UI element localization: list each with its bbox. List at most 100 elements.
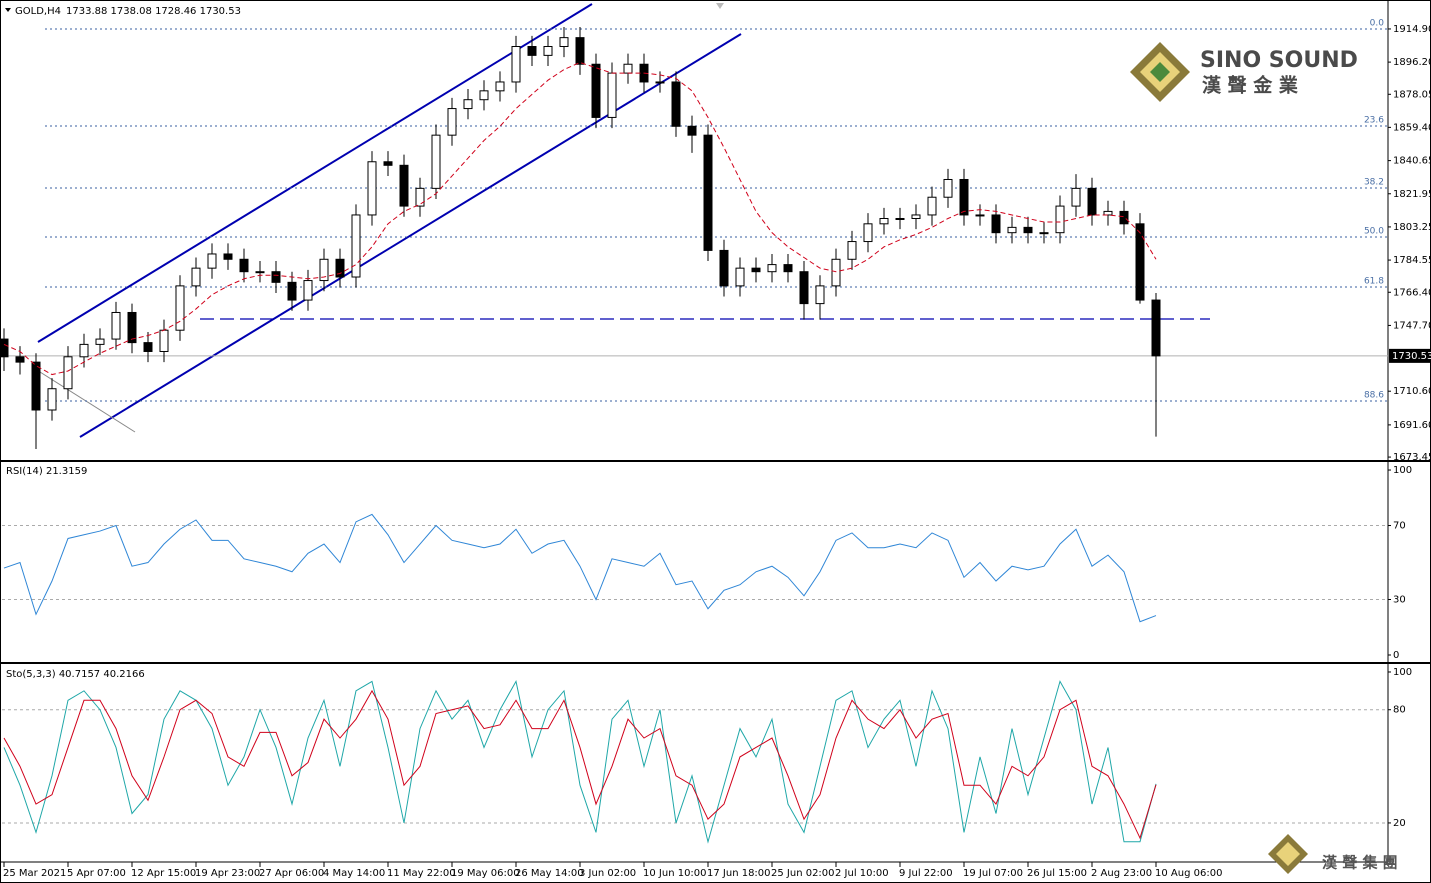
logo: SINO SOUND 漢 聲 金 業 xyxy=(1130,42,1358,102)
y-tick-label: 100 xyxy=(1393,667,1412,678)
candle-body xyxy=(79,343,89,358)
candle-body xyxy=(239,258,249,273)
candle-body xyxy=(847,241,857,260)
watermark: 漢 聲 集 團 xyxy=(1268,834,1398,874)
y-tick-label: 1878.05 xyxy=(1393,89,1431,100)
x-tick-label: 2 Jul 10:00 xyxy=(835,868,889,879)
x-tick-label: 25 Jun 02:00 xyxy=(771,868,835,879)
x-tick-label: 9 Jul 22:00 xyxy=(899,868,953,879)
candle-body xyxy=(575,37,585,65)
candle-body xyxy=(335,258,345,278)
candle-body xyxy=(303,280,313,301)
candle-body xyxy=(607,72,617,118)
fib-label: 50.0 xyxy=(1364,226,1384,236)
fib-label: 0.0 xyxy=(1370,18,1385,28)
shift-marker xyxy=(716,3,724,9)
x-tick-label: 17 Jun 18:00 xyxy=(707,868,771,879)
candle-body xyxy=(447,108,457,136)
candle-body xyxy=(863,223,873,243)
y-tick-label: 1784.55 xyxy=(1393,255,1431,266)
candle-body xyxy=(623,63,633,74)
y-tick-label: 80 xyxy=(1393,705,1406,716)
logo-diamond xyxy=(1150,62,1170,82)
candle-body xyxy=(175,285,185,331)
sto-title: Sto(5,3,3) 40.7157 40.2166 xyxy=(6,669,145,680)
series-line xyxy=(3,689,1157,840)
candle-body xyxy=(479,90,489,101)
candle-body xyxy=(223,253,233,260)
x-tick-label: 11 May 22:00 xyxy=(387,868,456,879)
x-tick-label: 10 Jun 10:00 xyxy=(643,868,707,879)
candle-body xyxy=(207,253,217,269)
y-tick-label: 100 xyxy=(1393,465,1412,476)
candle-body xyxy=(751,267,761,273)
candle-body xyxy=(319,258,329,282)
y-tick-label: 1691.60 xyxy=(1393,420,1431,431)
candle-body xyxy=(687,125,697,136)
candle-body xyxy=(463,99,473,110)
x-tick-label: 2 Aug 23:00 xyxy=(1091,868,1152,879)
x-tick-label: 4 May 14:00 xyxy=(323,868,385,879)
candle-body xyxy=(351,214,361,278)
fib-label: 23.6 xyxy=(1364,115,1384,125)
x-tick-label: 5 Apr 07:00 xyxy=(67,868,126,879)
candle-body xyxy=(1023,226,1033,234)
y-tick-label: 1803.25 xyxy=(1393,222,1431,233)
candle-body xyxy=(703,134,713,251)
y-tick-label: 1821.95 xyxy=(1393,189,1431,200)
candle-body xyxy=(431,134,441,189)
y-tick-label: 1747.70 xyxy=(1393,320,1431,331)
y-tick-label: 1859.40 xyxy=(1393,122,1431,133)
candle-body xyxy=(0,338,9,358)
last-price-label: 1730.53 xyxy=(1392,351,1431,362)
candle-body xyxy=(1055,205,1065,234)
y-tick-label: 1710.60 xyxy=(1393,386,1431,397)
candle-body xyxy=(1039,232,1049,235)
x-tick-label: 26 Jul 15:00 xyxy=(1027,868,1087,879)
candle-body xyxy=(1135,223,1145,301)
candle-body xyxy=(399,164,409,207)
candle-body xyxy=(527,46,537,56)
series-line xyxy=(3,513,1157,623)
candle-body xyxy=(975,214,985,217)
candle-body xyxy=(719,249,729,287)
fib-label: 38.2 xyxy=(1364,178,1384,188)
candle-body xyxy=(1071,187,1081,207)
x-tick-label: 25 Mar 2021 xyxy=(3,868,66,879)
candle-body xyxy=(879,217,889,225)
x-tick-label: 19 May 06:00 xyxy=(451,868,520,879)
candle-body xyxy=(559,37,569,48)
candle-body xyxy=(591,63,601,118)
candle-body xyxy=(159,329,169,352)
x-tick-label: 12 Apr 15:00 xyxy=(131,868,196,879)
candle-body xyxy=(799,271,809,305)
channel-line xyxy=(79,33,742,438)
x-tick-label: 10 Aug 06:00 xyxy=(1155,868,1222,879)
candle-body xyxy=(1103,210,1113,216)
ohlc-readout: 1733.88 1738.08 1728.46 1730.53 xyxy=(66,6,241,17)
candle-body xyxy=(191,267,201,287)
collapse-icon xyxy=(5,8,11,12)
x-tick-label: 19 Apr 23:00 xyxy=(195,868,260,879)
candle-body xyxy=(783,264,793,273)
candle-body xyxy=(95,338,105,345)
trend-line xyxy=(39,371,136,433)
candle-body xyxy=(255,271,265,274)
candle-body xyxy=(111,311,121,340)
candle-body xyxy=(31,361,41,411)
candle-body xyxy=(127,311,137,344)
y-tick-label: 30 xyxy=(1393,595,1406,606)
last-price-box xyxy=(1389,348,1431,363)
candle-body xyxy=(815,285,825,305)
candle-body xyxy=(1007,226,1017,234)
y-tick-label: 70 xyxy=(1393,521,1406,532)
candle-body xyxy=(287,281,297,301)
candle-body xyxy=(271,271,281,283)
candle-body xyxy=(735,267,745,287)
y-tick-label: 20 xyxy=(1393,818,1406,829)
candle-body xyxy=(927,196,937,216)
candle-body xyxy=(15,356,25,363)
y-tick-label: 1896.20 xyxy=(1393,57,1431,68)
